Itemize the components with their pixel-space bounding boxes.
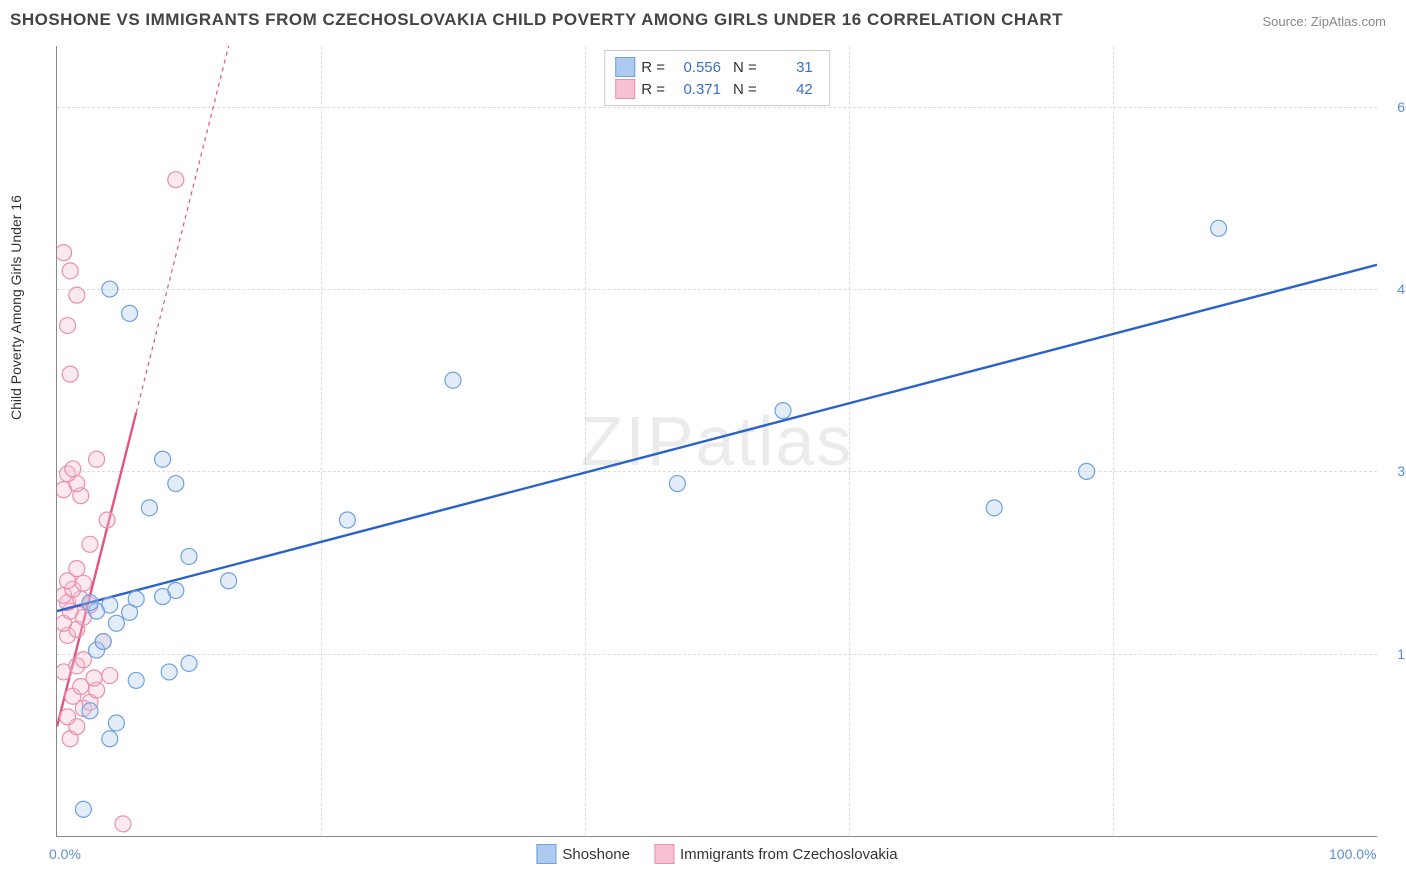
data-point: [102, 731, 118, 747]
legend-swatch: [536, 844, 556, 864]
data-point: [75, 652, 91, 668]
legend-r-value-shoshone: 0.556: [671, 59, 727, 76]
data-point: [669, 476, 685, 492]
data-point: [108, 615, 124, 631]
legend-swatch: [654, 844, 674, 864]
legend-r-label: R =: [641, 81, 665, 98]
scatter-svg: [57, 46, 1377, 836]
y-tick-label: 45.0%: [1382, 281, 1406, 297]
legend-swatch-shoshone: [615, 57, 635, 77]
legend-label: Immigrants from Czechoslovakia: [680, 846, 898, 863]
data-point: [75, 575, 91, 591]
data-point: [155, 451, 171, 467]
data-point: [221, 573, 237, 589]
data-point: [69, 287, 85, 303]
data-point: [86, 670, 102, 686]
data-point: [775, 403, 791, 419]
data-point: [181, 655, 197, 671]
data-point: [60, 318, 76, 334]
legend-label: Shoshone: [562, 846, 630, 863]
legend-n-label: N =: [733, 81, 757, 98]
data-point: [82, 703, 98, 719]
data-point: [128, 672, 144, 688]
data-point: [168, 582, 184, 598]
legend-item: Shoshone: [536, 844, 630, 864]
chart-plot-area: ZIPatlas R = 0.556 N = 31 R = 0.371 N = …: [56, 46, 1377, 837]
chart-title: SHOSHONE VS IMMIGRANTS FROM CZECHOSLOVAK…: [10, 10, 1063, 30]
data-point: [102, 668, 118, 684]
legend-row-shoshone: R = 0.556 N = 31: [615, 57, 819, 77]
data-point: [82, 595, 98, 611]
legend-n-value-shoshone: 31: [763, 59, 819, 76]
data-point: [75, 801, 91, 817]
data-point: [161, 664, 177, 680]
data-point: [339, 512, 355, 528]
data-point: [122, 305, 138, 321]
y-tick-label: 60.0%: [1382, 99, 1406, 115]
legend-n-value-czech: 42: [763, 81, 819, 98]
data-point: [128, 591, 144, 607]
data-point: [82, 536, 98, 552]
y-axis-label: Child Poverty Among Girls Under 16: [8, 195, 24, 420]
source-attribution: Source: ZipAtlas.com: [1262, 14, 1386, 29]
legend-r-value-czech: 0.371: [671, 81, 727, 98]
correlation-legend: R = 0.556 N = 31 R = 0.371 N = 42: [604, 50, 830, 106]
legend-row-czech: R = 0.371 N = 42: [615, 79, 819, 99]
data-point: [60, 709, 76, 725]
data-point: [115, 816, 131, 832]
legend-n-label: N =: [733, 59, 757, 76]
data-point: [168, 476, 184, 492]
legend-r-label: R =: [641, 59, 665, 76]
data-point: [62, 263, 78, 279]
data-point: [99, 512, 115, 528]
data-point: [95, 634, 111, 650]
data-point: [168, 172, 184, 188]
data-point: [69, 561, 85, 577]
legend-item: Immigrants from Czechoslovakia: [654, 844, 898, 864]
y-tick-label: 15.0%: [1382, 646, 1406, 662]
x-tick-label: 100.0%: [1329, 846, 1376, 862]
data-point: [62, 366, 78, 382]
data-point: [445, 372, 461, 388]
data-point: [986, 500, 1002, 516]
x-tick-label: 0.0%: [49, 846, 81, 862]
data-point: [181, 548, 197, 564]
data-point: [102, 597, 118, 613]
data-point: [65, 461, 81, 477]
series-legend: Shoshone Immigrants from Czechoslovakia: [536, 844, 897, 864]
data-point: [1211, 220, 1227, 236]
legend-swatch-czech: [615, 79, 635, 99]
data-point: [89, 451, 105, 467]
y-tick-label: 30.0%: [1382, 463, 1406, 479]
data-point: [1079, 463, 1095, 479]
data-point: [141, 500, 157, 516]
data-point: [108, 715, 124, 731]
data-point: [102, 281, 118, 297]
data-point: [57, 245, 72, 261]
